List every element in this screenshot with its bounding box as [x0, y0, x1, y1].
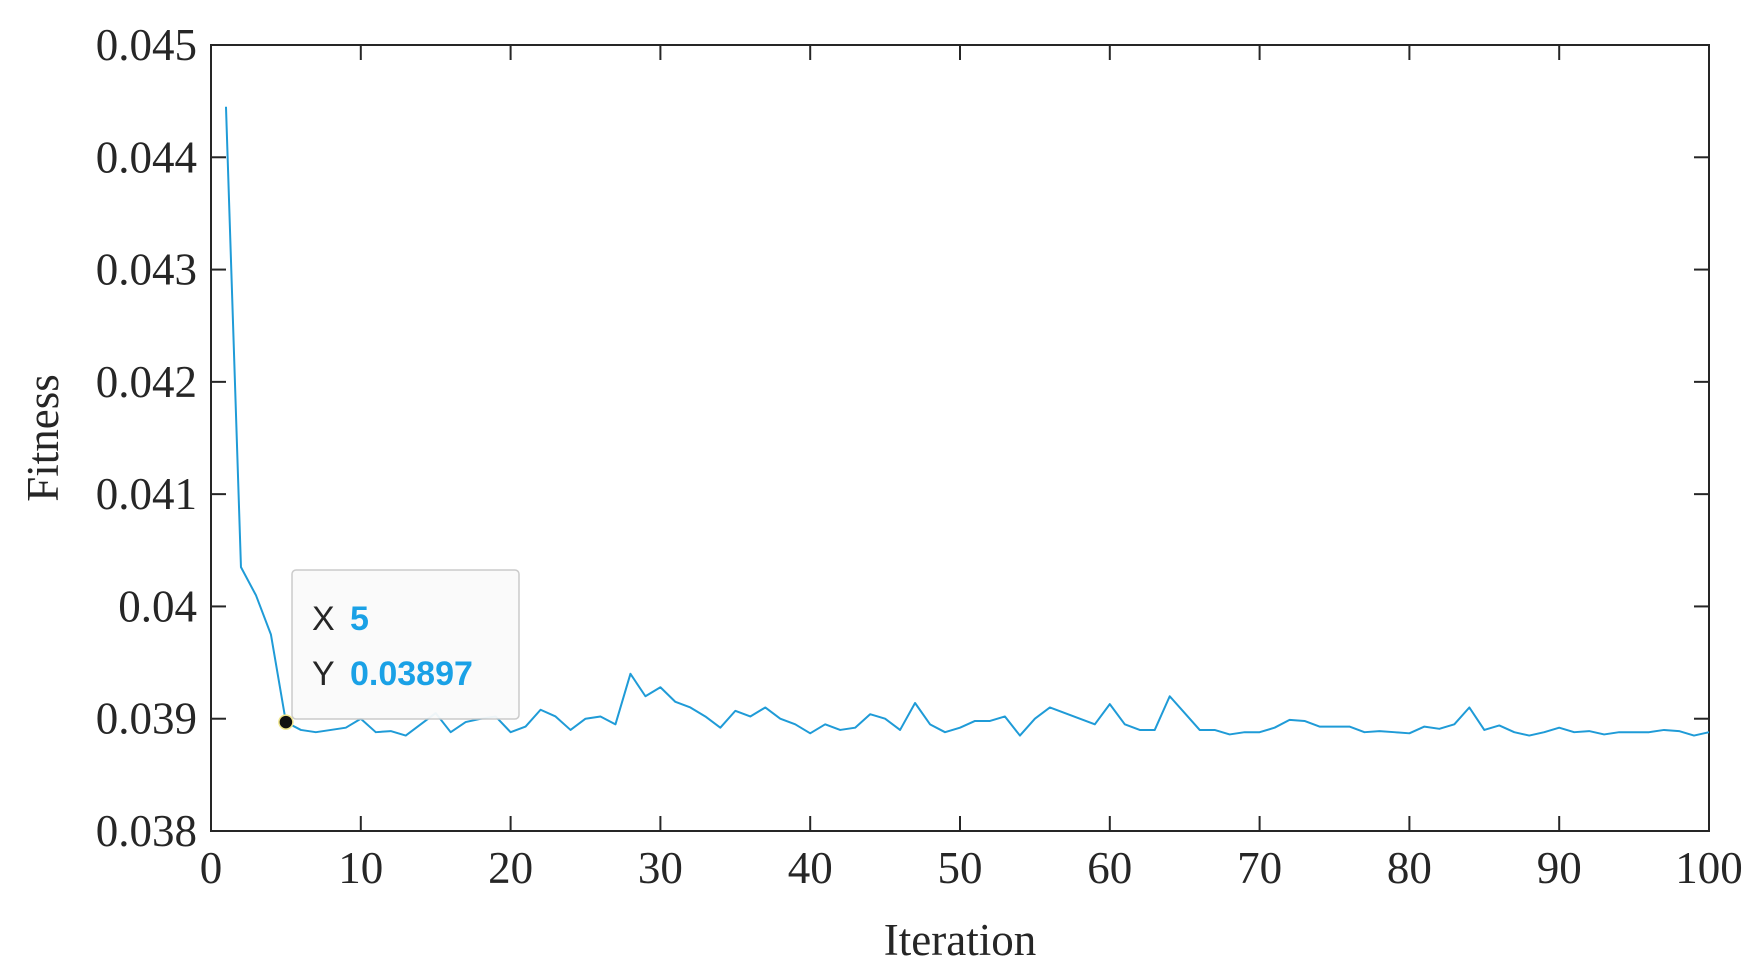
datatip-y-value: 0.03897: [350, 655, 473, 693]
x-tick-label: 100: [1675, 843, 1743, 893]
y-tick-label: 0.042: [96, 357, 197, 407]
x-tick-label: 10: [338, 843, 383, 893]
y-tick-label: 0.045: [96, 20, 197, 70]
y-tick-label: 0.038: [96, 806, 197, 856]
datatip-y-name: Y: [312, 655, 335, 693]
datatip-box: [291, 569, 520, 720]
x-tick-label: 0: [200, 843, 223, 893]
y-tick-label: 0.043: [96, 245, 197, 295]
y-tick-label: 0.041: [96, 469, 197, 519]
x-tick-label: 30: [638, 843, 683, 893]
x-tick-label: 60: [1087, 843, 1132, 893]
datatip-x-name: X: [312, 600, 335, 638]
y-tick-label: 0.039: [96, 694, 197, 744]
datatip-x-value: 5: [350, 600, 369, 638]
y-tick-label: 0.044: [96, 132, 197, 182]
datatip-marker: [278, 714, 294, 730]
x-tick-label: 50: [938, 843, 983, 893]
x-axis-label: Iteration: [884, 915, 1036, 965]
x-tick-label: 70: [1237, 843, 1282, 893]
x-tick-label: 80: [1387, 843, 1432, 893]
data-line: [224, 106, 1710, 737]
x-tick-label: 90: [1537, 843, 1582, 893]
x-tick-label: 40: [788, 843, 833, 893]
y-axis-label: Fitness: [18, 374, 68, 502]
y-tick-label: 0.04: [118, 581, 197, 631]
x-tick-label: 20: [488, 843, 533, 893]
